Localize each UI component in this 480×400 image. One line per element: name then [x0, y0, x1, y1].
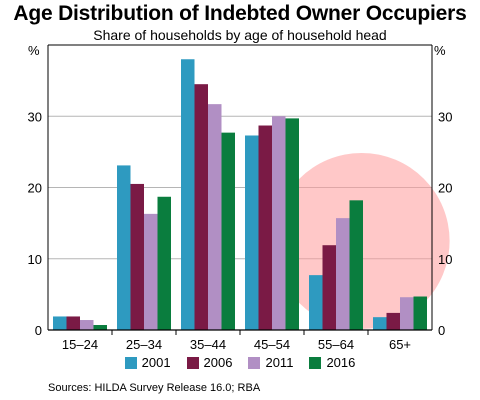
- axes: 0 0 10 10 20 20 30 30 15–24 25–34 35–44 45–54 55–64 6…: [28, 44, 452, 352]
- bars: [53, 59, 427, 330]
- bar-2001-2: [181, 59, 195, 330]
- legend-swatch: [248, 356, 261, 369]
- y-axis-unit-right: %: [434, 43, 446, 58]
- chart-title: Age Distribution of Indebted Owner Occup…: [13, 2, 467, 25]
- y-tick-label-left: 0: [35, 323, 42, 338]
- bar-2016-4: [349, 200, 363, 330]
- legend-swatch: [124, 356, 137, 369]
- bar-2011-5: [400, 297, 414, 330]
- bar-2016-5: [413, 296, 427, 330]
- x-tick-label: 15–24: [62, 337, 98, 352]
- legend-label: 2001: [141, 355, 171, 370]
- legend-item-2011: 2011: [248, 355, 293, 370]
- y-tick-label-right: 20: [438, 181, 452, 196]
- y-tick-label-right: 0: [438, 323, 445, 338]
- y-tick-label-left: 10: [28, 252, 42, 267]
- bar-2011-2: [208, 104, 222, 330]
- legend-label: 2006: [203, 355, 233, 370]
- bar-2006-4: [322, 245, 336, 330]
- y-axis-unit-left: %: [28, 43, 40, 58]
- legend-item-2016: 2016: [309, 355, 355, 370]
- bar-chart: 0 0 10 10 20 20 30 30 15–24 25–34 35–44 45–54 55–64 6…: [28, 43, 453, 352]
- bar-2016-3: [285, 118, 299, 330]
- source-note: Sources: HILDA Survey Release 16.0; RBA: [48, 382, 261, 394]
- y-tick-label-right: 10: [438, 252, 452, 267]
- x-tick-label: 55–64: [318, 337, 354, 352]
- bar-2006-0: [66, 316, 80, 330]
- bar-2001-3: [245, 135, 259, 330]
- legend-label: 2011: [265, 355, 294, 370]
- bar-2006-3: [258, 125, 272, 330]
- bar-2006-5: [386, 312, 400, 330]
- legend: 2001 2006 2011 2016: [0, 355, 480, 370]
- bar-2006-2: [194, 84, 208, 330]
- bar-2011-3: [272, 116, 286, 330]
- y-tick-label-left: 30: [28, 109, 42, 124]
- bar-2001-4: [309, 275, 323, 330]
- y-tick-label-right: 30: [438, 109, 452, 124]
- bar-2011-0: [80, 320, 94, 330]
- legend-label: 2016: [326, 355, 356, 370]
- bar-2001-5: [373, 317, 387, 330]
- legend-item-2006: 2006: [186, 355, 233, 370]
- bar-2006-1: [130, 183, 144, 330]
- bar-2016-2: [221, 132, 235, 330]
- x-tick-label: 35–44: [190, 337, 226, 352]
- legend-item-2001: 2001: [124, 355, 171, 370]
- y-tick-label-left: 20: [28, 181, 42, 196]
- legend-swatch: [186, 356, 199, 369]
- chart-subtitle: Share of households by age of household …: [93, 27, 387, 43]
- legend-swatch: [309, 356, 322, 369]
- bar-2011-4: [336, 218, 350, 330]
- x-tick-label: 45–54: [254, 337, 290, 352]
- x-tick-label: 65+: [389, 337, 411, 352]
- bar-2016-0: [93, 325, 107, 330]
- x-tick-label: 25–34: [126, 337, 162, 352]
- bar-2011-1: [144, 213, 158, 330]
- bar-2001-0: [53, 316, 67, 330]
- bar-2016-1: [157, 196, 171, 330]
- bar-2001-1: [117, 165, 131, 330]
